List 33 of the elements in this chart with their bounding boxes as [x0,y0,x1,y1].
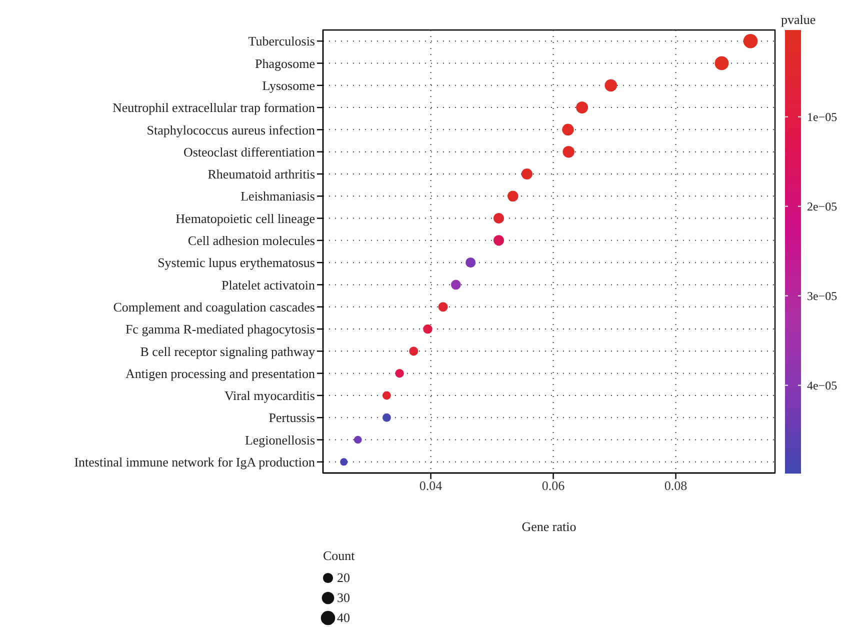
x-axis-title: Gene ratio [522,519,576,534]
y-tick-label: Legionellosis [244,432,315,448]
y-tick-label: Systemic lupus erythematosus [158,255,315,270]
color-bar-label: 2e−05 [807,199,838,214]
legend-title: Count [323,548,356,563]
y-tick-label: Viral myocarditis [224,388,315,404]
color-bar-label: 4e−05 [807,378,838,392]
y-tick-label: B cell receptor signaling pathway [140,344,316,359]
y-tick-label: Tuberculosis [248,34,315,49]
y-tick-label: Hematopoietic cell lineage [176,210,316,226]
legend-label: 20 [337,570,350,585]
y-tick-label: Antigen processing and presentation [125,366,316,381]
y-tick-label: Rheumatoid arthritis [208,166,315,182]
color-bar-title: pvalue [781,12,816,27]
y-tick-label: Intestinal immune network for IgA production [74,454,316,470]
y-tick-label: Osteoclast differentiation [183,144,316,160]
x-tick-label: 0.08 [664,478,688,494]
color-bar-label: 1e−05 [807,110,838,124]
legend-label: 40 [337,610,350,625]
y-tick-label: Lysosome [262,78,316,93]
y-tick-label: Pertussis [268,410,315,426]
y-tick-label: Complement and coagulation cascades [113,299,315,314]
y-tick-label: Cell adhesion molecules [188,233,315,248]
color-bar-label: 3e−05 [807,288,838,303]
x-tick-label: 0.06 [542,478,566,494]
y-tick-label: Platelet activatoin [222,277,316,292]
y-tick-label: Fc gamma R-mediated phagocytosis [125,322,315,337]
y-tick-label: Leishmaniasis [240,188,315,204]
y-tick-label: Staphylococcus aureus infection [146,122,316,138]
legend-label: 30 [337,590,350,605]
x-tick-label: 0.04 [419,478,443,494]
y-tick-label: Phagosome [255,56,316,71]
y-tick-label: Neutrophil extracellular trap formation [112,100,316,116]
